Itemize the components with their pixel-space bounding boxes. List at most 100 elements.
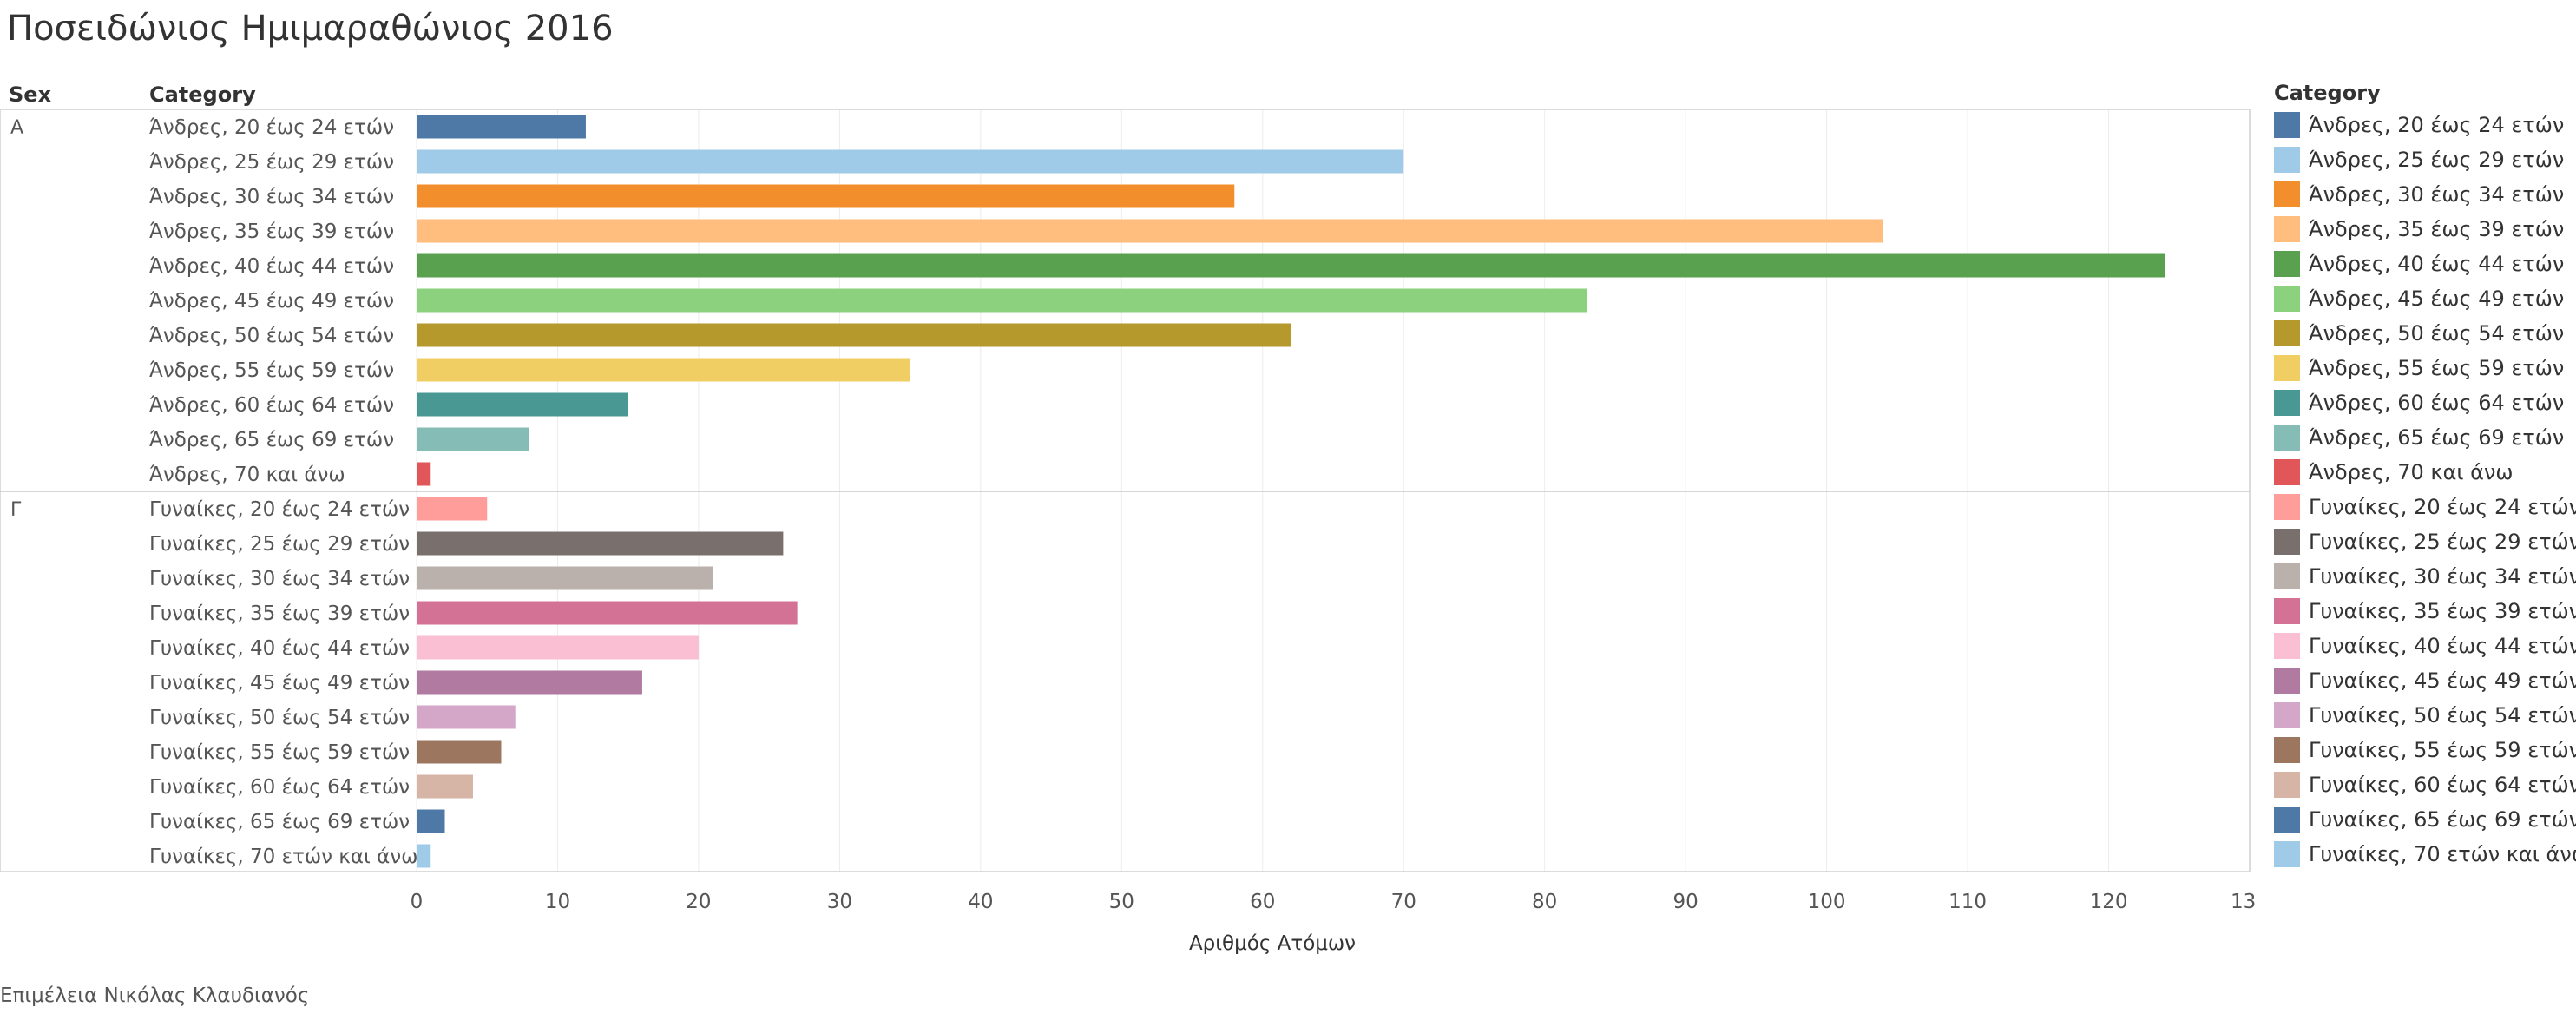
legend-item[interactable]: Άνδρες, 65 έως 69 ετών: [2274, 420, 2573, 455]
legend-swatch: [2274, 737, 2300, 763]
category-label: Γυναίκες, 65 έως 69 ετών: [149, 811, 410, 833]
legend-item[interactable]: Γυναίκες, 50 έως 54 ετών: [2274, 698, 2576, 733]
bar[interactable]: [417, 705, 516, 729]
category-label: Άνδρες, 25 έως 29 ετών: [149, 151, 394, 174]
legend-label: Άνδρες, 70 και άνω: [2309, 460, 2514, 484]
legend-label: Γυναίκες, 45 έως 49 ετών: [2309, 668, 2576, 693]
legend-label: Γυναίκες, 40 έως 44 ετών: [2309, 634, 2576, 658]
bar[interactable]: [417, 462, 431, 486]
legend-swatch: [2274, 216, 2300, 242]
bar[interactable]: [417, 844, 431, 868]
bar[interactable]: [417, 531, 784, 556]
legend-item[interactable]: Άνδρες, 20 έως 24 ετών: [2274, 108, 2573, 142]
legend-item[interactable]: Άνδρες, 40 έως 44 ετών: [2274, 247, 2573, 281]
x-tick-label: 90: [1673, 891, 1699, 913]
x-tick-label: 30: [827, 891, 852, 913]
legend-item[interactable]: Γυναίκες, 70 ετών και άνω: [2274, 837, 2576, 872]
bar[interactable]: [417, 254, 2165, 278]
credit-text: Επιμέλεια Νικόλας Κλαυδιανός: [0, 984, 310, 1007]
x-tick-label: 130: [2231, 891, 2257, 913]
bar[interactable]: [417, 566, 713, 590]
legend-item[interactable]: Άνδρες, 25 έως 29 ετών: [2274, 142, 2573, 177]
legend-swatch: [2274, 529, 2300, 555]
legend-label: Γυναίκες, 35 έως 39 ετών: [2309, 599, 2576, 623]
bar[interactable]: [417, 219, 1883, 243]
category-label: Άνδρες, 20 έως 24 ετών: [149, 116, 394, 139]
legend-items: Άνδρες, 20 έως 24 ετών Άνδρες, 25 έως 29 …: [2274, 108, 2576, 872]
legend-swatch: [2274, 633, 2300, 659]
legend-title: Category: [2274, 81, 2381, 105]
legend-item[interactable]: Άνδρες, 30 έως 34 ετών: [2274, 177, 2573, 212]
bar[interactable]: [417, 115, 586, 139]
legend-swatch: [2274, 598, 2300, 624]
sex-label-0: Α: [10, 117, 23, 139]
legend-item[interactable]: Γυναίκες, 30 έως 34 ετών: [2274, 559, 2576, 594]
bar[interactable]: [417, 497, 488, 521]
legend-item[interactable]: Γυναίκες, 25 έως 29 ετών: [2274, 524, 2576, 559]
category-label: Γυναίκες, 40 έως 44 ετών: [149, 637, 410, 660]
legend-label: Άνδρες, 50 έως 54 ετών: [2309, 321, 2565, 346]
legend-item[interactable]: Άνδρες, 35 έως 39 ετών: [2274, 212, 2573, 247]
legend-swatch: [2274, 181, 2300, 207]
chart-title: Ποσειδώνιος Ημιμαραθώνιος 2016: [7, 9, 614, 49]
legend-item[interactable]: Άνδρες, 55 έως 59 ετών: [2274, 351, 2573, 385]
bar[interactable]: [417, 601, 798, 625]
x-tick-label: 50: [1109, 891, 1134, 913]
legend-item[interactable]: Γυναίκες, 55 έως 59 ετών: [2274, 733, 2576, 767]
legend-swatch: [2274, 425, 2300, 451]
legend-swatch: [2274, 390, 2300, 416]
bar[interactable]: [417, 288, 1587, 313]
bar[interactable]: [417, 149, 1404, 174]
bar[interactable]: [417, 670, 642, 695]
legend-swatch: [2274, 668, 2300, 694]
bar[interactable]: [417, 635, 699, 660]
legend-swatch: [2274, 494, 2300, 520]
bar[interactable]: [417, 184, 1235, 208]
legend-swatch: [2274, 112, 2300, 138]
legend-swatch: [2274, 459, 2300, 485]
x-tick-label: 0: [411, 891, 424, 913]
legend-item[interactable]: Γυναίκες, 45 έως 49 ετών: [2274, 663, 2576, 698]
legend-item[interactable]: Άνδρες, 70 και άνω: [2274, 455, 2573, 490]
legend-item[interactable]: Γυναίκες, 35 έως 39 ετών: [2274, 594, 2576, 629]
bar[interactable]: [417, 323, 1291, 347]
category-label: Γυναίκες, 55 έως 59 ετών: [149, 741, 410, 764]
category-label: Άνδρες, 40 έως 44 ετών: [149, 255, 394, 278]
legend-item[interactable]: Γυναίκες, 40 έως 44 ετών: [2274, 629, 2576, 663]
category-label: Γυναίκες, 35 έως 39 ετών: [149, 602, 410, 625]
row-header-sex: Sex: [9, 82, 52, 107]
x-axis-label: Αριθμός Ατόμων: [1189, 932, 1356, 955]
x-tick-label: 60: [1250, 891, 1275, 913]
legend-label: Άνδρες, 30 έως 34 ετών: [2309, 182, 2565, 207]
bar[interactable]: [417, 740, 502, 764]
category-label: Γυναίκες, 60 έως 64 ετών: [149, 776, 410, 799]
x-tick-label: 110: [1948, 891, 1987, 913]
legend-item[interactable]: Άνδρες, 60 έως 64 ετών: [2274, 385, 2573, 420]
legend-swatch: [2274, 702, 2300, 728]
row-header-category: Category: [149, 82, 256, 107]
legend-item[interactable]: Γυναίκες, 20 έως 24 ετών: [2274, 490, 2576, 524]
legend-item[interactable]: Άνδρες, 45 έως 49 ετών: [2274, 281, 2573, 316]
bar[interactable]: [417, 809, 445, 833]
legend-item[interactable]: Γυναίκες, 60 έως 64 ετών: [2274, 767, 2576, 802]
x-tick-label: 80: [1532, 891, 1557, 913]
bar[interactable]: [417, 427, 529, 451]
legend-item[interactable]: Άνδρες, 50 έως 54 ετών: [2274, 316, 2573, 351]
x-tick-label: 120: [2090, 891, 2128, 913]
legend[interactable]: Category Άνδρες, 20 έως 24 ετών Άνδρες, 2…: [2274, 78, 2576, 872]
legend-label: Άνδρες, 45 έως 49 ετών: [2309, 286, 2565, 311]
x-tick-label: 40: [968, 891, 993, 913]
category-label: Γυναίκες, 20 έως 24 ετών: [149, 498, 410, 521]
bar[interactable]: [417, 358, 910, 382]
legend-label: Άνδρες, 65 έως 69 ετών: [2309, 425, 2565, 450]
plot-border: [0, 109, 2251, 872]
legend-swatch: [2274, 355, 2300, 381]
bar[interactable]: [417, 774, 473, 799]
legend-item[interactable]: Γυναίκες, 65 έως 69 ετών: [2274, 802, 2576, 837]
bar-chart: Sex Category Α Άνδρες, 20 έως 24 ετών Άνδρες…: [0, 82, 2257, 955]
category-label: Γυναίκες, 25 έως 29 ετών: [149, 533, 410, 556]
legend-swatch: [2274, 147, 2300, 173]
legend-swatch: [2274, 286, 2300, 312]
bar[interactable]: [417, 392, 628, 417]
legend-label: Γυναίκες, 55 έως 59 ετών: [2309, 738, 2576, 762]
